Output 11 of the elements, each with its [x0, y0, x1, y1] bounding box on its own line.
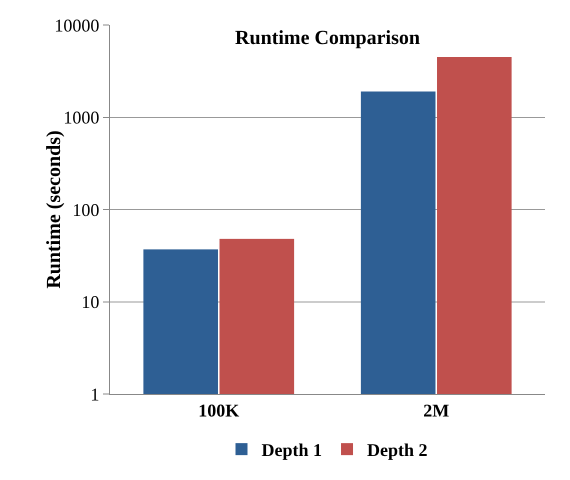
- x-tick-label: 2M: [423, 400, 450, 421]
- y-tick-label: 1000: [63, 108, 100, 128]
- legend-label: Depth 1: [262, 440, 322, 460]
- legend-label: Depth 2: [367, 440, 428, 460]
- y-tick-label: 1: [90, 384, 100, 404]
- y-axis-title: Runtime (seconds): [43, 130, 65, 289]
- y-tick-label: 100: [72, 200, 100, 220]
- chart-title: Runtime Comparison: [235, 27, 420, 49]
- y-tick-label: 10: [81, 292, 100, 312]
- x-tick-label: 100K: [198, 400, 240, 421]
- y-tick-label: 10000: [54, 15, 100, 36]
